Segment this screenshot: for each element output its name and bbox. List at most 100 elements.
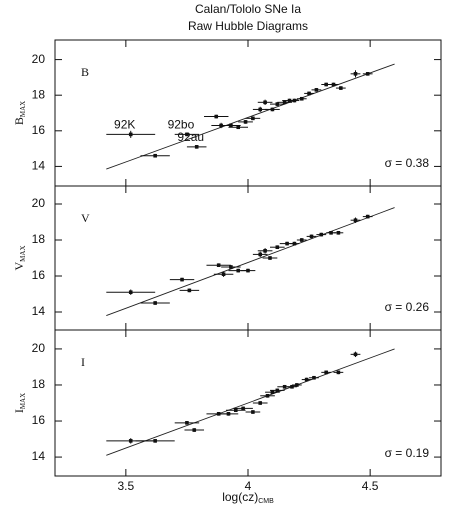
- data-point: [258, 401, 263, 405]
- data-point: [290, 384, 294, 389]
- x-tick-label: 3.5: [118, 479, 135, 493]
- point-label: 92au: [177, 130, 204, 144]
- panel-letter: B: [81, 65, 89, 79]
- data-point: [324, 370, 328, 375]
- data-point: [329, 231, 333, 235]
- point-label: 92K: [114, 118, 135, 132]
- data-point: [258, 107, 263, 112]
- data-point: [285, 241, 289, 246]
- y-tick-label: 14: [32, 159, 46, 173]
- panel-frame: [54, 185, 442, 331]
- data-point: [353, 72, 358, 76]
- data-point: [307, 91, 311, 96]
- data-point: [180, 277, 184, 282]
- y-tick-label: 18: [32, 232, 46, 246]
- data-point: [275, 245, 280, 249]
- data-point: [282, 100, 287, 105]
- data-point: [339, 86, 343, 90]
- data-point: [270, 390, 275, 394]
- y-axis-label: BMAX: [12, 101, 27, 125]
- x-axis-label: log(cz)CMB: [222, 490, 274, 505]
- data-point: [194, 145, 199, 149]
- data-point: [270, 107, 275, 112]
- data-point: [292, 241, 297, 246]
- data-point: [128, 439, 133, 443]
- chart-title: Calan/Tololo SNe Ia: [195, 2, 301, 16]
- data-point: [336, 370, 341, 375]
- data-point: [192, 428, 197, 432]
- data-point: [236, 125, 241, 130]
- data-point: [241, 406, 245, 411]
- chart-subtitle: Raw Hubble Diagrams: [188, 19, 308, 33]
- data-point: [233, 408, 238, 413]
- data-point: [299, 238, 304, 242]
- data-point: [226, 412, 231, 416]
- y-axis-label: IMAX: [12, 393, 27, 413]
- x-tick-label: 4.5: [362, 479, 379, 493]
- data-point: [263, 100, 267, 105]
- x-tick-label: 4: [245, 479, 252, 493]
- data-point: [216, 263, 221, 267]
- data-point: [128, 290, 133, 294]
- y-tick-label: 18: [32, 87, 46, 101]
- data-point: [128, 132, 133, 137]
- y-label-sub: MAX: [19, 245, 27, 261]
- y-tick-label: 14: [32, 449, 46, 463]
- y-tick-label: 16: [32, 268, 46, 282]
- data-point: [336, 231, 341, 235]
- data-point: [309, 234, 314, 239]
- y-axis-label: VMAX: [12, 245, 27, 270]
- y-tick-label: 20: [32, 341, 46, 355]
- y-label-main: V: [12, 262, 26, 271]
- data-point: [324, 82, 328, 87]
- data-point: [258, 252, 263, 257]
- data-point: [265, 393, 270, 398]
- data-point: [295, 383, 299, 387]
- data-point: [275, 102, 280, 106]
- fit-line: [106, 63, 395, 170]
- y-tick-label: 18: [32, 377, 46, 391]
- y-label-main: I: [12, 409, 26, 413]
- data-point: [153, 439, 157, 443]
- y-tick-label: 20: [32, 52, 46, 66]
- data-point: [314, 88, 319, 92]
- data-point: [353, 352, 358, 357]
- data-point: [251, 410, 255, 414]
- data-point: [319, 232, 324, 237]
- data-point: [153, 153, 157, 158]
- sigma-annotation: σ = 0.26: [385, 300, 430, 314]
- data-point: [185, 132, 189, 137]
- y-label-sub: MAX: [19, 393, 27, 409]
- data-point: [353, 218, 358, 222]
- data-point: [229, 265, 233, 269]
- data-point: [292, 98, 297, 103]
- point-label: 92bo: [168, 118, 195, 132]
- fit-line: [106, 348, 395, 456]
- panel-letter: I: [81, 355, 85, 369]
- y-tick-label: 16: [32, 123, 46, 137]
- data-point: [221, 272, 226, 276]
- y-tick-label: 16: [32, 413, 46, 427]
- fit-line: [106, 207, 395, 317]
- y-tick-label: 20: [32, 196, 46, 210]
- data-point: [299, 96, 304, 101]
- data-point: [268, 256, 272, 260]
- data-point: [304, 377, 309, 382]
- data-point: [275, 388, 280, 393]
- data-point: [251, 116, 255, 121]
- sigma-annotation: σ = 0.19: [385, 446, 430, 460]
- data-point: [187, 288, 192, 293]
- data-point: [312, 375, 316, 380]
- data-point: [214, 114, 219, 119]
- data-point: [365, 72, 370, 76]
- data-point: [282, 384, 287, 389]
- data-point: [185, 421, 189, 425]
- y-label-sub: MAX: [19, 101, 27, 117]
- x-label-sub: CMB: [258, 498, 274, 505]
- data-point: [365, 214, 370, 219]
- panel-letter: V: [81, 211, 90, 225]
- data-point: [153, 301, 157, 305]
- sigma-annotation: σ = 0.38: [385, 156, 430, 170]
- x-label-main: log(cz): [222, 490, 258, 504]
